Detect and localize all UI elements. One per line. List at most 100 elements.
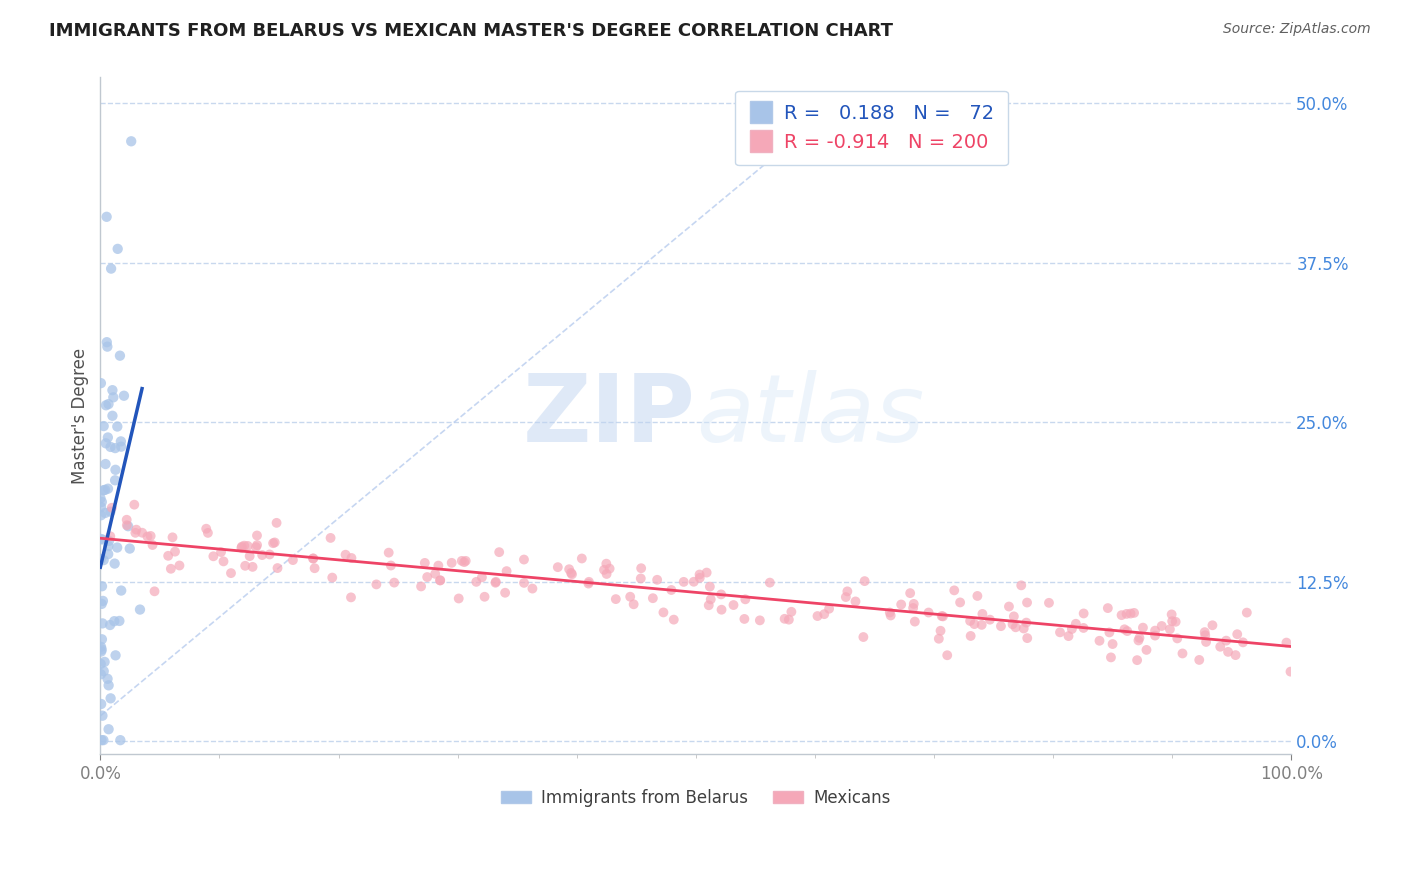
Point <box>97 482 120 496</box>
Point <box>1116 624 1139 639</box>
Point <box>630 571 652 585</box>
Point <box>141 538 163 552</box>
Point <box>242 560 264 574</box>
Point <box>259 548 281 562</box>
Point <box>97 723 120 737</box>
Point <box>429 574 451 588</box>
Point <box>115 513 138 527</box>
Point <box>1225 648 1247 662</box>
Point <box>90 642 112 657</box>
Point <box>595 566 617 581</box>
Point <box>1101 637 1123 651</box>
Point <box>818 601 841 615</box>
Point <box>484 575 506 590</box>
Point <box>641 591 664 606</box>
Point <box>89 491 111 506</box>
Point <box>1216 645 1239 659</box>
Point <box>124 498 146 512</box>
Point <box>157 549 180 563</box>
Point <box>425 566 447 581</box>
Point <box>107 242 129 256</box>
Point <box>972 607 994 621</box>
Point <box>936 648 959 663</box>
Point <box>998 599 1021 614</box>
Point <box>1038 596 1060 610</box>
Point <box>454 554 477 568</box>
Point <box>233 558 256 573</box>
Point <box>233 539 256 553</box>
Point <box>890 598 912 612</box>
Point <box>100 440 122 454</box>
Point <box>1164 615 1187 629</box>
Point <box>110 434 132 449</box>
Point <box>246 528 269 542</box>
Point <box>96 340 118 354</box>
Point <box>852 630 875 644</box>
Point <box>262 536 284 550</box>
Point <box>104 441 127 455</box>
Point <box>91 533 114 547</box>
Point <box>619 590 641 604</box>
Point <box>1160 607 1182 622</box>
Point <box>450 554 472 568</box>
Point <box>773 612 796 626</box>
Point <box>1002 609 1025 624</box>
Point <box>1195 635 1218 649</box>
Point <box>246 538 269 552</box>
Point <box>219 566 242 581</box>
Point <box>90 495 112 509</box>
Point <box>427 558 450 573</box>
Point <box>697 599 720 613</box>
Point <box>990 619 1012 633</box>
Point <box>931 609 953 624</box>
Point <box>110 440 132 454</box>
Point <box>959 629 981 643</box>
Point <box>91 708 114 723</box>
Point <box>652 606 675 620</box>
Point <box>1064 616 1087 631</box>
Point <box>447 591 470 606</box>
Point <box>413 556 436 570</box>
Text: ZIP: ZIP <box>523 370 696 462</box>
Point <box>93 483 115 498</box>
Point <box>453 555 475 569</box>
Point <box>108 614 131 628</box>
Point <box>689 571 711 585</box>
Point <box>209 545 232 559</box>
Point <box>90 632 112 647</box>
Point <box>659 582 682 597</box>
Point <box>105 419 128 434</box>
Point <box>929 624 952 638</box>
Point <box>1128 631 1150 645</box>
Point <box>904 615 927 629</box>
Point <box>98 618 121 632</box>
Point <box>696 566 718 580</box>
Point <box>571 551 593 566</box>
Point <box>471 570 494 584</box>
Point <box>558 562 581 576</box>
Point <box>382 575 405 590</box>
Point <box>1049 625 1071 640</box>
Point <box>101 500 124 515</box>
Point <box>143 584 166 599</box>
Point <box>98 529 121 543</box>
Point <box>90 667 112 681</box>
Point <box>98 533 121 548</box>
Point <box>416 570 439 584</box>
Point <box>103 614 125 628</box>
Point <box>105 541 128 555</box>
Point <box>485 574 508 589</box>
Point <box>630 561 652 575</box>
Point <box>90 640 112 654</box>
Point <box>97 430 120 444</box>
Point <box>966 589 988 603</box>
Point <box>118 541 141 556</box>
Point <box>321 571 343 585</box>
Point <box>1201 618 1223 632</box>
Point <box>734 592 756 607</box>
Point <box>780 605 803 619</box>
Point <box>110 583 132 598</box>
Point <box>94 457 117 471</box>
Point <box>93 664 115 678</box>
Point <box>94 483 117 497</box>
